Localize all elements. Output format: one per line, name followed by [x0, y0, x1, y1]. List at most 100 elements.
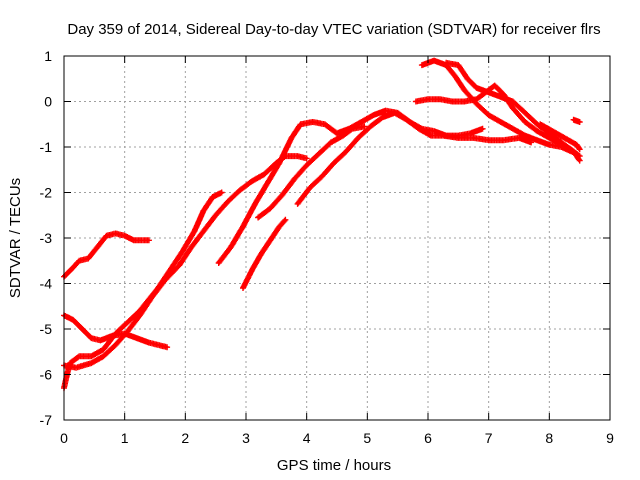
data-point — [481, 127, 484, 130]
data-point — [71, 318, 75, 322]
x-tick-label: 6 — [424, 430, 432, 446]
y-tick-label: -1 — [40, 139, 53, 155]
data-point — [335, 132, 339, 135]
data-point — [429, 134, 433, 137]
data-point — [308, 186, 311, 190]
series-track-6 — [240, 216, 289, 291]
data-point — [472, 136, 475, 140]
data-point — [548, 136, 551, 140]
data-point — [536, 129, 539, 133]
data-point — [369, 125, 372, 128]
grid-lines — [64, 56, 610, 420]
data-point — [77, 355, 81, 358]
data-point — [284, 218, 287, 221]
series-track-7 — [255, 123, 368, 221]
data-point — [305, 164, 308, 167]
x-tick-label: 7 — [485, 430, 493, 446]
series-track-8 — [294, 109, 535, 207]
x-tick-label: 0 — [60, 430, 68, 446]
data-point — [393, 111, 396, 115]
data-point — [457, 136, 460, 140]
data-point — [96, 245, 99, 249]
data-point — [539, 123, 542, 126]
data-point — [475, 102, 478, 105]
data-point — [214, 214, 217, 217]
y-tick-label: -7 — [40, 412, 53, 428]
x-tick-label: 4 — [303, 430, 311, 446]
data-point — [241, 286, 245, 290]
data-point — [317, 152, 320, 156]
data-point — [114, 232, 117, 235]
data-point — [511, 100, 515, 103]
data-point — [548, 132, 551, 135]
series-track-11 — [412, 82, 583, 160]
data-point — [523, 134, 527, 137]
data-point — [475, 86, 478, 90]
data-point — [417, 127, 421, 130]
data-point — [499, 120, 502, 124]
y-tick-label: -2 — [40, 185, 53, 201]
data-point — [132, 239, 135, 242]
data-point — [190, 245, 193, 249]
data-point — [551, 129, 554, 133]
data-point — [502, 138, 506, 142]
data-point — [90, 361, 93, 365]
y-tick-label: -4 — [40, 276, 53, 292]
data-point — [278, 225, 281, 228]
data-point — [344, 150, 348, 153]
data-series — [61, 57, 583, 392]
data-point — [420, 63, 424, 67]
data-point — [487, 113, 490, 117]
data-point — [290, 136, 293, 140]
data-point — [363, 125, 366, 128]
data-point — [457, 63, 460, 67]
data-point — [469, 132, 472, 135]
data-point — [381, 116, 384, 119]
x-tick-label: 3 — [242, 430, 250, 446]
data-point — [441, 134, 445, 137]
data-point — [475, 98, 478, 101]
x-tick-label: 1 — [121, 430, 129, 446]
data-point — [320, 175, 324, 178]
data-point — [241, 225, 245, 228]
data-point — [77, 259, 81, 262]
data-point — [445, 61, 448, 65]
data-point — [168, 268, 172, 272]
data-point — [578, 120, 581, 124]
data-point — [357, 136, 360, 140]
data-point — [332, 161, 336, 165]
x-tick-label: 2 — [181, 430, 189, 446]
data-point — [523, 120, 527, 124]
data-point — [487, 138, 490, 142]
data-point — [341, 134, 345, 137]
data-point — [238, 189, 242, 192]
data-point — [202, 209, 205, 212]
data-point — [578, 159, 581, 162]
y-tick-label: 1 — [44, 48, 52, 64]
data-point — [575, 143, 578, 146]
y-axis-label: SDTVAR / TECUs — [7, 178, 24, 298]
data-point — [329, 141, 333, 144]
x-tick-label: 5 — [363, 430, 371, 446]
data-point — [266, 182, 269, 185]
data-point — [438, 98, 442, 101]
data-point — [511, 127, 515, 130]
data-point — [578, 154, 581, 158]
data-point — [548, 143, 551, 146]
data-point — [135, 336, 138, 340]
data-point — [578, 148, 581, 151]
data-point — [147, 341, 151, 344]
y-tick-label: -3 — [40, 230, 53, 246]
data-point — [147, 239, 151, 242]
axis-ticks: 0 1 2 3 4 5 6 7 8 9 -7 -6 -5 -4 -3 -2 -1 0 1 — [40, 48, 615, 446]
data-point — [102, 348, 105, 351]
data-point — [484, 91, 487, 94]
data-point — [296, 154, 299, 158]
series-track-3 — [61, 189, 225, 392]
data-point — [536, 138, 539, 142]
data-point — [105, 234, 108, 237]
data-point — [360, 120, 363, 124]
data-point — [220, 191, 223, 194]
data-point — [71, 266, 75, 269]
